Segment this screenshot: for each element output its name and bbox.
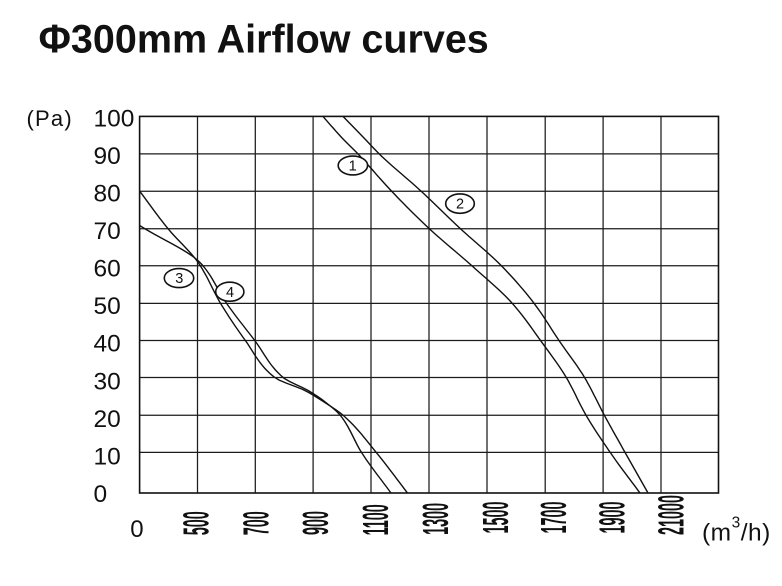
svg-text:50: 50 bbox=[94, 293, 121, 320]
svg-text:90: 90 bbox=[94, 143, 121, 170]
svg-text:100: 100 bbox=[94, 106, 135, 133]
svg-text:(Pa): (Pa) bbox=[27, 106, 73, 131]
svg-text:0: 0 bbox=[94, 481, 108, 508]
svg-text:21000: 21000 bbox=[651, 495, 692, 535]
svg-text:0: 0 bbox=[130, 516, 143, 543]
svg-text:1700: 1700 bbox=[533, 501, 574, 533]
svg-text:700: 700 bbox=[236, 511, 277, 535]
svg-text:1300: 1300 bbox=[415, 503, 456, 535]
svg-text:70: 70 bbox=[94, 218, 121, 245]
svg-text:30: 30 bbox=[94, 368, 121, 395]
svg-text:80: 80 bbox=[94, 181, 121, 208]
svg-text:60: 60 bbox=[94, 256, 121, 283]
svg-text:500: 500 bbox=[176, 511, 217, 535]
svg-text:1: 1 bbox=[349, 159, 357, 175]
svg-text:Φ300mm Airflow curves: Φ300mm Airflow curves bbox=[39, 17, 489, 61]
svg-text:10: 10 bbox=[94, 443, 121, 470]
svg-text:1900: 1900 bbox=[592, 501, 633, 533]
svg-text:2: 2 bbox=[456, 197, 464, 213]
svg-text:3: 3 bbox=[175, 271, 183, 287]
svg-text:4: 4 bbox=[226, 285, 234, 301]
svg-text:1100: 1100 bbox=[355, 504, 396, 535]
svg-text:40: 40 bbox=[94, 331, 121, 358]
svg-text:900: 900 bbox=[295, 511, 336, 535]
svg-text:20: 20 bbox=[94, 406, 121, 433]
svg-text:(m3/h): (m3/h) bbox=[702, 514, 771, 546]
svg-text:1500: 1500 bbox=[475, 501, 516, 533]
